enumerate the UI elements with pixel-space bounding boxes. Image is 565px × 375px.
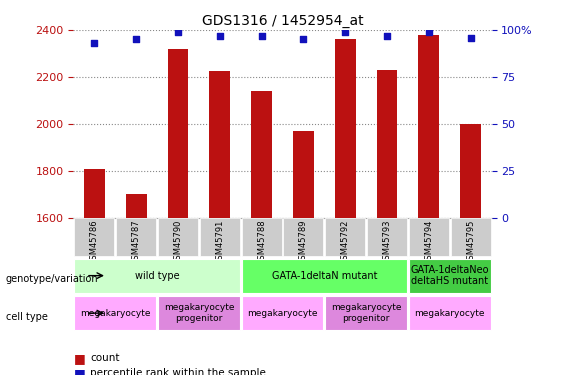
FancyBboxPatch shape [116, 218, 157, 256]
Point [424, 29, 433, 35]
Bar [293, 131, 314, 218]
Point [257, 33, 266, 39]
Text: megakaryocyte
progenitor: megakaryocyte progenitor [164, 303, 234, 323]
FancyBboxPatch shape [74, 218, 115, 256]
FancyBboxPatch shape [450, 218, 491, 256]
Bar [418, 35, 440, 218]
Bar [251, 91, 272, 218]
Text: count: count [90, 353, 120, 363]
Point [299, 36, 308, 42]
Point [466, 34, 475, 40]
Text: megakaryocyte: megakaryocyte [247, 309, 318, 318]
Text: GSM45795: GSM45795 [466, 219, 475, 265]
Bar [167, 49, 189, 217]
Text: megakaryocyte
progenitor: megakaryocyte progenitor [331, 303, 401, 323]
Text: GSM45793: GSM45793 [383, 219, 392, 265]
Title: GDS1316 / 1452954_at: GDS1316 / 1452954_at [202, 13, 363, 28]
Text: GSM45792: GSM45792 [341, 219, 350, 265]
Bar [460, 124, 481, 218]
Bar [334, 39, 356, 218]
Bar [209, 71, 231, 217]
Text: GATA-1deltaNeo
deltaHS mutant: GATA-1deltaNeo deltaHS mutant [411, 265, 489, 286]
Text: ■: ■ [73, 367, 85, 375]
Text: GSM45787: GSM45787 [132, 219, 141, 265]
Text: ■: ■ [73, 352, 85, 364]
Text: GSM45788: GSM45788 [257, 219, 266, 265]
FancyBboxPatch shape [199, 218, 240, 256]
FancyBboxPatch shape [325, 218, 366, 256]
Text: GSM45786: GSM45786 [90, 219, 99, 265]
FancyBboxPatch shape [158, 218, 198, 256]
FancyBboxPatch shape [408, 259, 491, 292]
FancyBboxPatch shape [74, 296, 157, 330]
Bar [377, 70, 398, 217]
FancyBboxPatch shape [241, 218, 282, 256]
Point [90, 40, 99, 46]
Point [341, 29, 350, 35]
Text: GSM45789: GSM45789 [299, 219, 308, 265]
Text: percentile rank within the sample: percentile rank within the sample [90, 368, 266, 375]
Text: megakaryocyte: megakaryocyte [415, 309, 485, 318]
Bar [84, 170, 105, 217]
FancyBboxPatch shape [283, 218, 324, 256]
Point [383, 33, 392, 39]
FancyBboxPatch shape [74, 259, 240, 292]
FancyBboxPatch shape [367, 218, 407, 256]
Text: GATA-1deltaN mutant: GATA-1deltaN mutant [272, 271, 377, 280]
Bar [125, 194, 147, 217]
FancyBboxPatch shape [158, 296, 240, 330]
Text: megakaryocyte: megakaryocyte [80, 309, 150, 318]
FancyBboxPatch shape [241, 259, 407, 292]
FancyBboxPatch shape [325, 296, 407, 330]
Point [215, 33, 224, 39]
FancyBboxPatch shape [408, 218, 449, 256]
FancyBboxPatch shape [408, 296, 491, 330]
Text: wild type: wild type [135, 271, 179, 280]
Text: GSM45794: GSM45794 [424, 219, 433, 265]
Text: cell type: cell type [6, 312, 47, 322]
FancyBboxPatch shape [241, 296, 324, 330]
Text: GSM45790: GSM45790 [173, 219, 182, 265]
Point [132, 36, 141, 42]
Text: genotype/variation: genotype/variation [6, 274, 98, 284]
Text: GSM45791: GSM45791 [215, 219, 224, 265]
Point [173, 29, 182, 35]
